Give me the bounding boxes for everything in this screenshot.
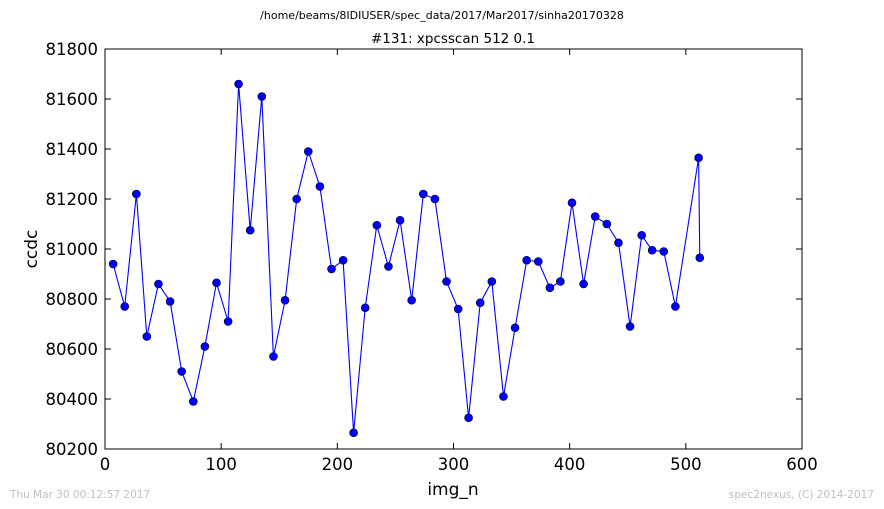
data-point (556, 277, 565, 286)
data-point (132, 189, 141, 199)
axes-frame (104, 48, 803, 450)
x-tick-label: 500 (670, 455, 702, 474)
data-point (453, 304, 463, 314)
chart-suptitle: /home/beams/8IDIUSER/spec_data/2017/Mar2… (260, 9, 624, 22)
data-point (694, 153, 703, 163)
x-tick-label: 600 (786, 455, 818, 474)
data-point (349, 428, 358, 438)
data-point (614, 238, 623, 248)
data-point (395, 215, 405, 225)
y-tick-label: 80800 (46, 290, 99, 309)
data-point (212, 278, 221, 288)
data-point (200, 342, 210, 351)
data-point (384, 262, 393, 271)
x-tick-label: 0 (100, 455, 111, 474)
data-point (695, 253, 705, 263)
data-point (602, 219, 612, 229)
data-point (257, 92, 267, 101)
x-tick-label: 400 (554, 455, 586, 474)
data-point (671, 302, 680, 311)
data-point (142, 332, 152, 341)
data-point (590, 212, 600, 221)
x-tick-label: 300 (438, 455, 470, 474)
y-tick-label: 81000 (46, 240, 99, 259)
data-point (327, 264, 336, 274)
chart-title: #131: xpcsscan 512 0.1 (371, 31, 535, 47)
data-point (338, 255, 348, 265)
data-point (464, 413, 473, 423)
data-point (545, 283, 555, 293)
data-point (567, 198, 577, 208)
data-point (499, 392, 508, 401)
y-tick-label: 81800 (46, 40, 99, 59)
data-point (315, 182, 325, 191)
data-point (245, 225, 255, 235)
data-point (659, 247, 669, 256)
y-tick-label: 80400 (46, 390, 99, 409)
data-point (407, 295, 416, 305)
data-point (223, 317, 233, 326)
series-line (112, 83, 701, 433)
data-point (360, 303, 370, 313)
plot-area: 0 100 200 300 400 500 600 80200 80400 80600 80800 8… (46, 40, 818, 474)
x-tick-label: 100 (205, 455, 237, 474)
y-tick-label: 81200 (46, 190, 99, 209)
data-point (522, 255, 531, 265)
footer-timestamp: Thu Mar 30 00:12:57 2017 (9, 489, 150, 501)
data-point (280, 295, 290, 305)
data-point (177, 367, 186, 376)
data-point (475, 298, 485, 308)
y-tick-label: 81600 (46, 90, 99, 109)
y-tick-label: 80200 (46, 440, 99, 459)
data-point (154, 279, 163, 289)
data-point (303, 147, 313, 156)
x-axis-label: img_n (427, 480, 478, 500)
data-point (188, 397, 198, 406)
data-point (269, 352, 278, 361)
data-point (120, 302, 130, 311)
data-point (442, 277, 451, 286)
data-point (234, 79, 243, 89)
data-point (418, 189, 428, 199)
y-tick-label: 80600 (46, 340, 99, 359)
data-point (510, 323, 520, 333)
data-point (487, 277, 497, 286)
data-point (372, 220, 382, 230)
data-point (534, 257, 543, 266)
data-point (165, 297, 175, 306)
data-point (637, 230, 646, 240)
data-point (292, 194, 301, 204)
y-tick-label: 81400 (46, 140, 99, 159)
data-point (625, 322, 635, 331)
y-axis-label: ccdc (22, 230, 42, 269)
x-tick-label: 200 (322, 455, 354, 474)
footer-credit: spec2nexus, (C) 2014-2017 (729, 489, 874, 501)
data-point (579, 279, 588, 289)
data-point (108, 259, 118, 269)
data-point (430, 194, 440, 204)
data-point (647, 245, 657, 255)
